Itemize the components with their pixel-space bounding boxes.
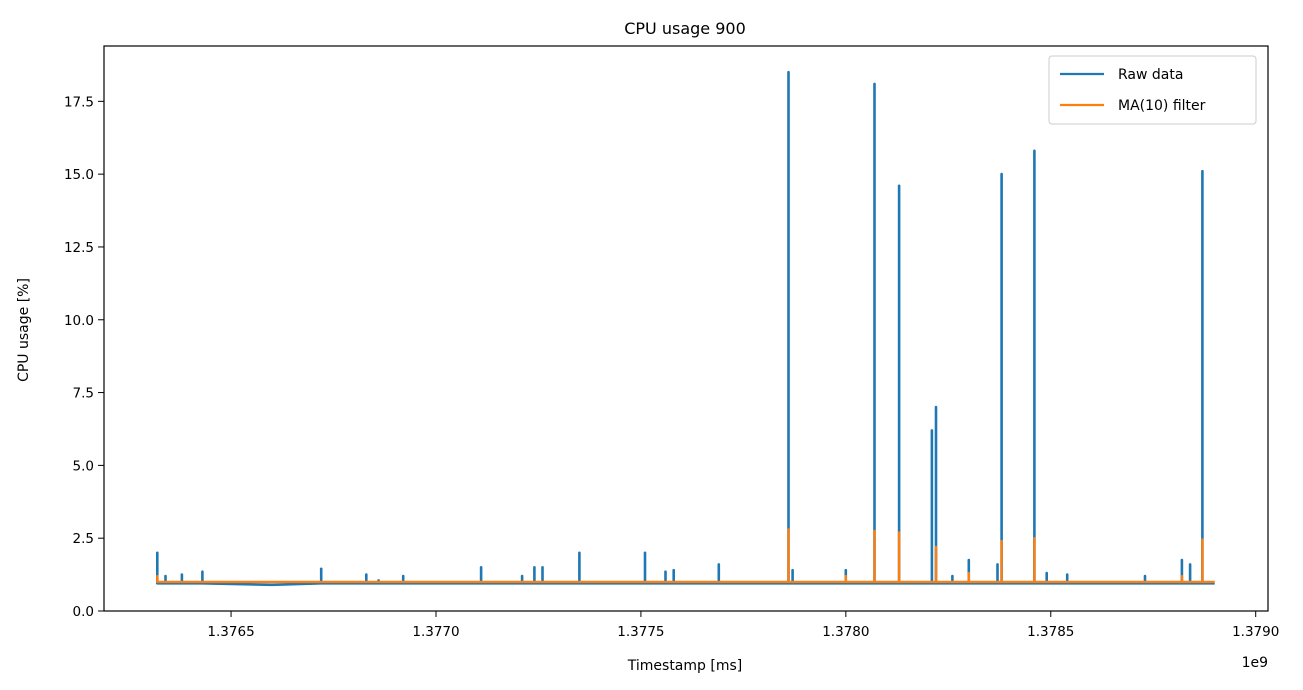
x-tick-label: 1.3780 — [822, 624, 869, 640]
y-tick-label: 10.0 — [64, 313, 94, 329]
legend-label-ma: MA(10) filter — [1118, 98, 1206, 114]
y-tick-label: 5.0 — [73, 458, 94, 474]
y-tick-label: 2.5 — [73, 531, 94, 547]
y-tick-label: 12.5 — [64, 240, 94, 256]
x-tick-label: 1.3770 — [412, 624, 459, 640]
plot-frame — [103, 45, 1269, 612]
x-axis-label: Timestamp [ms] — [627, 658, 742, 674]
plot-area — [156, 70, 1215, 587]
series-line-0 — [156, 70, 1215, 587]
legend-label-raw: Raw data — [1118, 67, 1183, 83]
x-tick-label: 1.3765 — [207, 624, 254, 640]
y-axis: 0.0 2.5 5.0 7.5 10.0 12.5 15.0 17.5 — [64, 94, 104, 620]
x-tick-label: 1.3785 — [1027, 624, 1074, 640]
y-tick-label: 0.0 — [73, 604, 94, 620]
y-tick-label: 17.5 — [64, 94, 94, 110]
x-tick-label: 1.3790 — [1232, 624, 1279, 640]
series-line-1 — [156, 528, 1215, 584]
x-tick-label: 1.3775 — [617, 624, 664, 640]
chart-title: CPU usage 900 — [624, 19, 746, 38]
x-axis: 1.3765 1.3770 1.3775 1.3780 1.3785 1.3790 — [207, 611, 1279, 640]
legend: Raw data MA(10) filter — [1048, 55, 1257, 125]
x-offset-label: 1e9 — [1242, 655, 1268, 671]
y-tick-label: 7.5 — [73, 386, 94, 402]
y-axis-label: CPU usage [%] — [16, 278, 32, 382]
y-tick-label: 15.0 — [64, 167, 94, 183]
